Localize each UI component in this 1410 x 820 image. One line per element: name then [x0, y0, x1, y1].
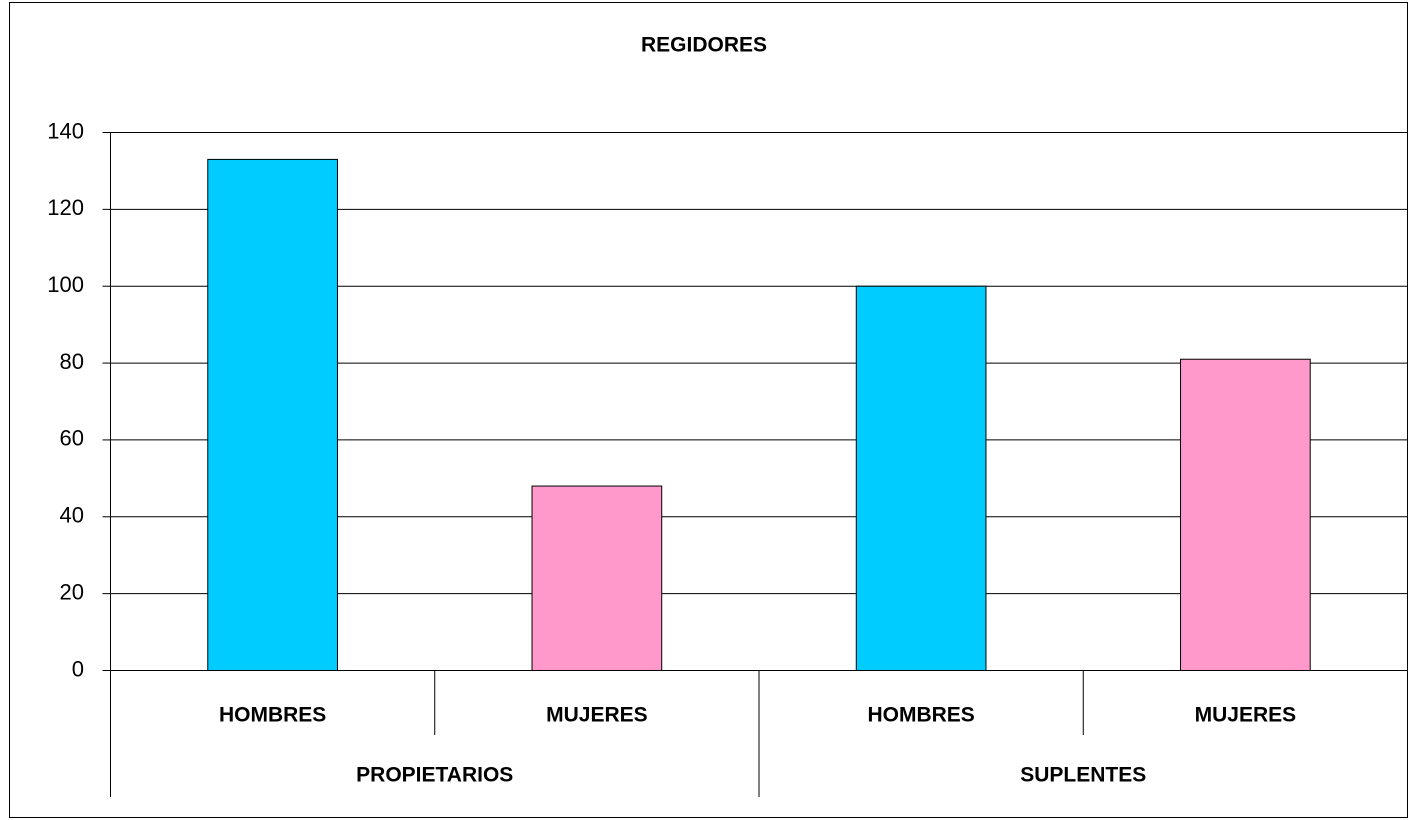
- bar: [855, 285, 987, 671]
- y-tick-label: 100: [47, 272, 84, 297]
- y-tick-label: 40: [60, 503, 84, 528]
- group-label: PROPIETARIOS: [356, 764, 513, 787]
- x-tick-label: MUJERES: [546, 704, 648, 727]
- x-tick-label: MUJERES: [1195, 704, 1297, 727]
- x-tick-label: HOMBRES: [219, 704, 326, 727]
- group-label: SUPLENTES: [1020, 764, 1146, 787]
- y-tick-label: 60: [60, 426, 84, 451]
- x-tick-label: HOMBRES: [867, 704, 974, 727]
- bar: [1180, 358, 1311, 671]
- y-tick-label: 120: [47, 195, 84, 220]
- y-tick-label: 20: [60, 579, 84, 604]
- y-tick-label: 140: [47, 118, 84, 143]
- y-tick-label: 0: [72, 656, 84, 681]
- y-tick-label: 80: [60, 349, 84, 374]
- chart-title: REGIDORES: [641, 34, 767, 57]
- bar: [207, 158, 338, 671]
- bar: [531, 485, 663, 671]
